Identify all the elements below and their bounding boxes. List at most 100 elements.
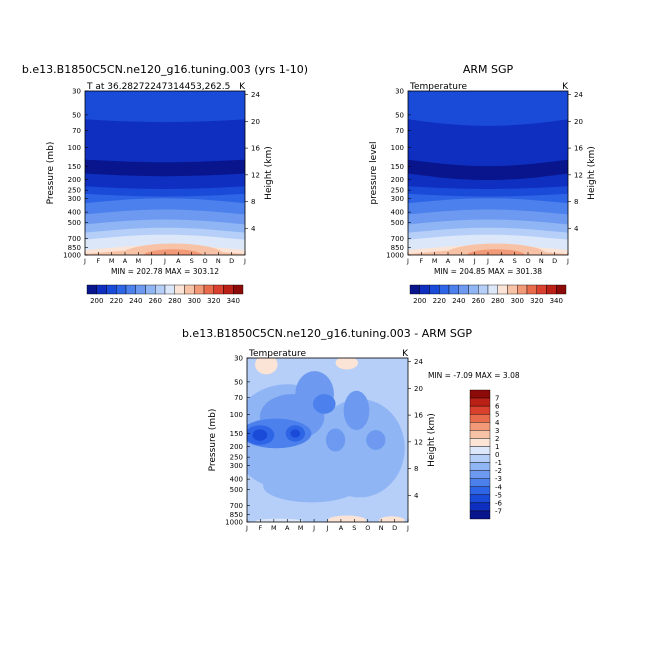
- difference-contour: [290, 429, 301, 438]
- height-tick-label: 20: [574, 118, 583, 126]
- colorbar-swatch: [448, 284, 459, 295]
- month-tick-label: M: [459, 257, 465, 265]
- month-tick-label: O: [365, 524, 370, 532]
- panel-units: K: [239, 82, 246, 92]
- height-tick-label: 8: [574, 198, 578, 206]
- panel-subtitle: Temperature: [409, 82, 467, 92]
- pressure-tick-label: 150: [230, 430, 243, 438]
- month-tick-label: D: [552, 257, 557, 265]
- colorbar-label: 340: [550, 297, 563, 305]
- pressure-tick-label: 700: [68, 235, 81, 243]
- pressure-tick-label: 70: [72, 127, 81, 135]
- colorbar-swatch: [174, 284, 185, 295]
- difference-contour: [366, 430, 386, 450]
- colorbar-label: 340: [227, 297, 240, 305]
- difference-contour: [327, 515, 367, 522]
- pressure-tick-label: 50: [234, 378, 243, 386]
- colorbar-swatch: [469, 430, 491, 439]
- colorbar-swatch: [469, 389, 491, 399]
- month-tick-label: M: [136, 257, 142, 265]
- colorbar-label: 6: [495, 403, 500, 411]
- pressure-tick-label: 200: [391, 176, 404, 184]
- colorbar-label: 320: [207, 297, 220, 305]
- height-tick-label: 16: [574, 145, 583, 153]
- colorbar-label: 200: [413, 297, 426, 305]
- height-tick-label: 4: [251, 225, 256, 233]
- pressure-tick-label: 150: [391, 163, 404, 171]
- month-tick-label: N: [379, 524, 384, 532]
- colorbar-swatch: [233, 284, 244, 295]
- pressure-tick-label: 300: [391, 195, 404, 203]
- plot-area: [408, 91, 568, 255]
- panel-subtitle: Temperature: [248, 349, 306, 359]
- y-axis-label: Pressure (mb): [46, 142, 56, 205]
- colorbar-label: 220: [110, 297, 123, 305]
- month-tick-label: M: [298, 524, 304, 532]
- month-tick-label: J: [150, 257, 153, 265]
- colorbar-label: 200: [90, 297, 103, 305]
- month-tick-label: M: [109, 257, 115, 265]
- colorbar-label: 4: [495, 419, 500, 427]
- colorbar-swatch: [155, 284, 166, 295]
- colorbar-label: 240: [129, 297, 142, 305]
- colorbar-swatch: [469, 413, 491, 423]
- height-tick-label: 16: [414, 412, 423, 420]
- month-tick-label: S: [513, 257, 517, 265]
- pressure-tick-label: 850: [68, 244, 81, 252]
- colorbar-label: 320: [530, 297, 543, 305]
- pressure-tick-label: 50: [72, 111, 81, 119]
- colorbar-swatch: [164, 284, 175, 295]
- height-tick-label: 4: [574, 225, 579, 233]
- panel-title: b.e13.B1850C5CN.ne120_g16.tuning.003 (yr…: [22, 63, 308, 76]
- colorbar-swatch: [213, 284, 224, 295]
- colorbar-label: 260: [472, 297, 485, 305]
- difference-contour: [255, 518, 304, 522]
- colorbar-swatch: [517, 284, 528, 295]
- panel-title: b.e13.B1850C5CN.ne120_g16.tuning.003 - A…: [182, 327, 472, 340]
- min-max-text: MIN = 202.78 MAX = 303.12: [111, 267, 219, 276]
- month-tick-label: A: [285, 524, 290, 532]
- month-tick-label: A: [176, 257, 181, 265]
- month-tick-label: F: [419, 257, 423, 265]
- difference-colorbar: 200 220 240 260 280 300 320 340: [409, 284, 567, 305]
- month-tick-label: D: [229, 257, 234, 265]
- month-tick-label: J: [245, 524, 248, 532]
- colorbar-swatch: [86, 284, 97, 295]
- absolute-colorbar: 200 220 240 260 280 300 320 340: [86, 284, 244, 305]
- colorbar-label: -5: [495, 491, 502, 499]
- month-tick-label: A: [123, 257, 128, 265]
- colorbar-swatch: [497, 284, 508, 295]
- colorbar-swatch: [526, 284, 537, 295]
- difference-contour: [325, 428, 346, 452]
- pressure-tick-label: 850: [391, 244, 404, 252]
- month-tick-label: J: [163, 257, 166, 265]
- height-tick-label: 24: [574, 91, 583, 99]
- pressure-tick-label: 850: [230, 511, 243, 519]
- colorbar-swatch: [223, 284, 234, 295]
- surface-maximum-core: [467, 249, 525, 255]
- y-axis-right-label: Height (km): [587, 146, 597, 200]
- pressure-tick-label: 200: [230, 443, 243, 451]
- colorbar-swatch: [507, 284, 518, 295]
- surface-maximum-core: [144, 249, 202, 255]
- colorbar-swatch: [106, 284, 117, 295]
- colorbar-swatch: [194, 284, 205, 295]
- colorbar-swatch: [478, 284, 489, 295]
- colorbar-label: 0: [495, 451, 499, 459]
- difference-contour: [379, 516, 405, 522]
- colorbar-label: 280: [168, 297, 181, 305]
- colorbar-label: 2: [495, 435, 499, 443]
- colorbar-label: -6: [495, 499, 503, 507]
- month-tick-label: N: [216, 257, 221, 265]
- colorbar-swatch: [439, 284, 450, 295]
- colorbar-swatch: [96, 284, 107, 295]
- month-tick-label: O: [525, 257, 530, 265]
- pressure-tick-label: 300: [230, 462, 243, 470]
- min-max-text: MIN = 204.85 MAX = 301.38: [434, 267, 542, 276]
- height-tick-label: 8: [251, 198, 255, 206]
- pressure-tick-label: 1000: [63, 252, 81, 260]
- month-tick-label: J: [486, 257, 489, 265]
